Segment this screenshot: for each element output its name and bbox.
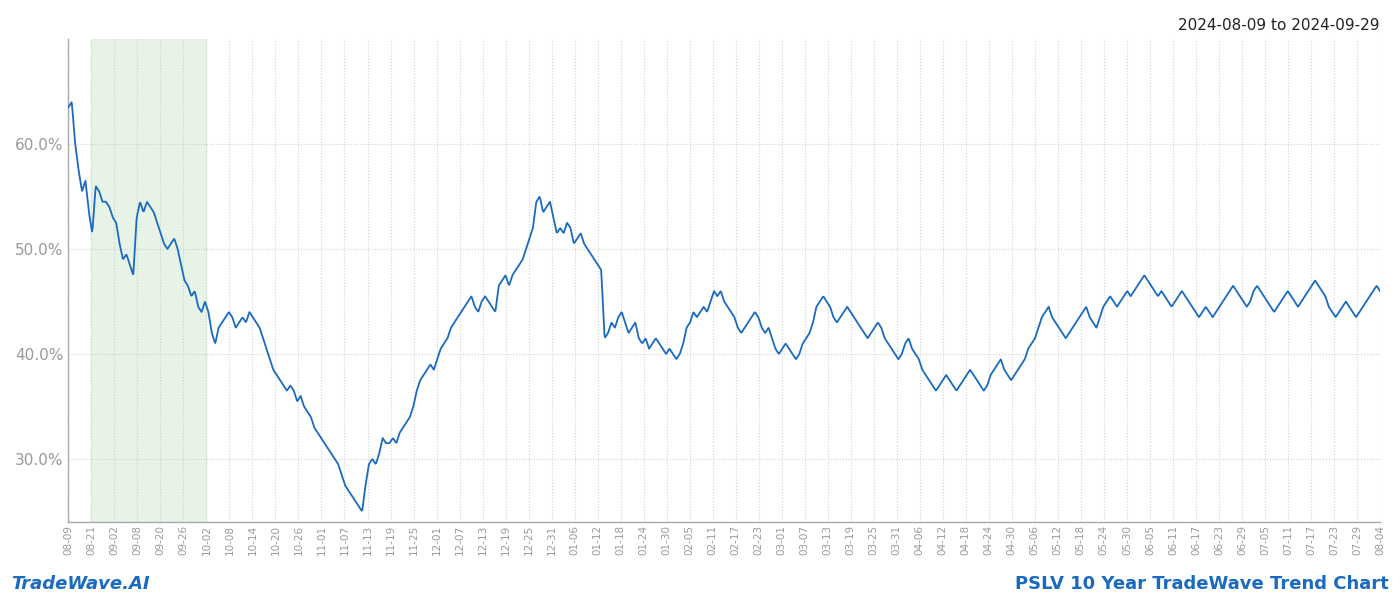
Text: PSLV 10 Year TradeWave Trend Chart: PSLV 10 Year TradeWave Trend Chart — [1015, 575, 1389, 593]
Bar — [91, 39, 206, 522]
Text: TradeWave.AI: TradeWave.AI — [11, 575, 150, 593]
Text: 2024-08-09 to 2024-09-29: 2024-08-09 to 2024-09-29 — [1177, 18, 1379, 33]
